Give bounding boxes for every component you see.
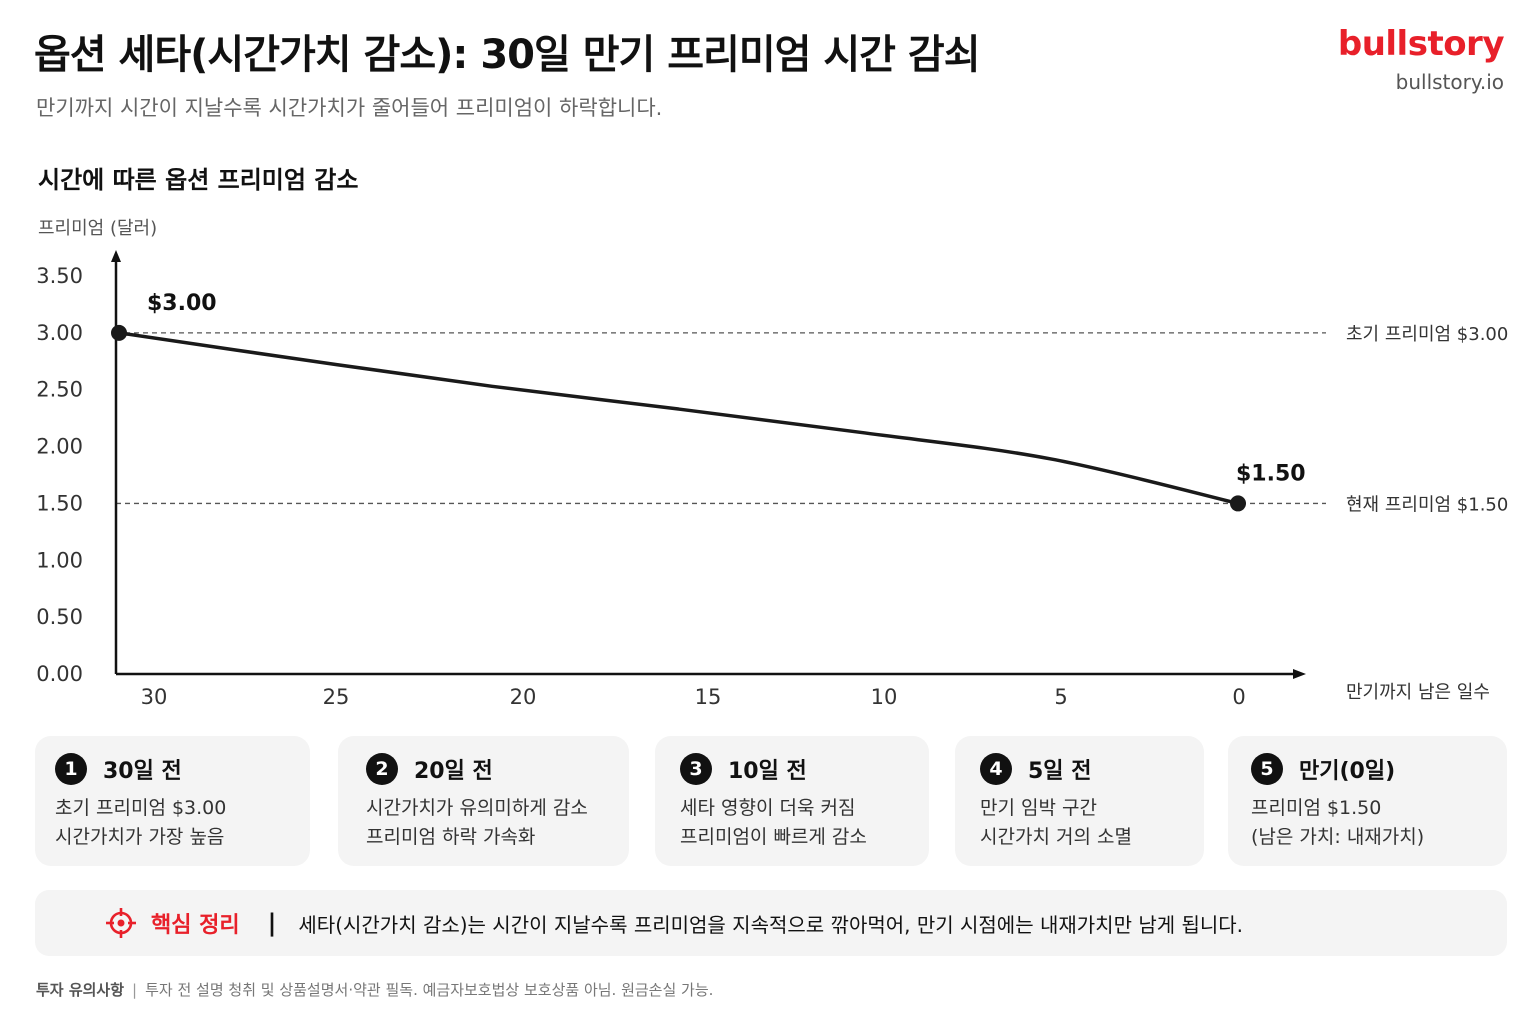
timeline-card: 2 20일 전 시간가치가 유의미하게 감소 프리미엄 하락 가속화 <box>338 736 629 866</box>
card-title: 10일 전 <box>728 759 807 784</box>
x-tick-label: 20 <box>510 685 537 709</box>
x-tick-label: 10 <box>871 685 898 709</box>
x-tick-labels: 30 25 20 15 10 5 0 만기까지 남은 일수 <box>141 682 1490 709</box>
timeline-card: 1 30일 전 초기 프리미엄 $3.00 시간가치가 가장 높음 <box>35 736 310 866</box>
data-label: $3.00 <box>147 291 217 316</box>
chart-annotations: $3.00 $1.50 <box>147 291 1306 487</box>
y-tick-label: 0.50 <box>36 605 83 629</box>
card-title: 30일 전 <box>103 759 182 784</box>
page-subtitle: 만기까지 시간이 지날수록 시간가치가 줄어들어 프리미엄이 하락합니다. <box>36 96 663 120</box>
step-number-badge: 3 <box>680 753 712 785</box>
x-tick-label: 25 <box>323 685 350 709</box>
y-tick-label: 2.50 <box>36 378 83 402</box>
y-tick-label: 1.50 <box>36 491 83 515</box>
premium-decay-chart: 초기 프리미엄 $3.00 현재 프리미엄 $1.50 0.00 0.50 1.00 1… <box>36 250 1508 709</box>
page-title: 옵션 세타(시간가치 감소): 30일 만기 프리미엄 시간 감쇠 <box>34 32 981 78</box>
card-line: (남은 가치: 내재가치) <box>1251 826 1425 848</box>
card-line: 시간가치 거의 소멸 <box>980 826 1132 848</box>
step-number-badge: 1 <box>55 753 87 785</box>
y-tick-labels: 0.00 0.50 1.00 1.50 2.00 2.50 3.00 3.50 <box>36 264 83 686</box>
disclaimer-label: 투자 유의사항 <box>36 981 125 999</box>
disclaimer-separator: | <box>132 981 138 999</box>
summary-label: 핵심 정리 <box>151 913 240 938</box>
premium-series-line <box>117 331 1240 506</box>
x-tick-label: 0 <box>1232 685 1245 709</box>
x-tick-label: 5 <box>1054 685 1067 709</box>
y-tick-label: 2.00 <box>36 435 83 459</box>
brand-logo: bullstory <box>1337 24 1505 64</box>
x-axis-arrow <box>1293 669 1306 679</box>
card-line: 프리미엄 $1.50 <box>1251 797 1382 819</box>
card-line: 세타 영향이 더욱 커짐 <box>680 797 856 819</box>
summary-text: 세타(시간가치 감소)는 시간이 지날수록 프리미엄을 지속적으로 깎아먹어, … <box>298 912 1244 937</box>
card-line: 만기 임박 구간 <box>980 797 1097 819</box>
reference-lines: 초기 프리미엄 $3.00 현재 프리미엄 $1.50 <box>116 324 1508 515</box>
endpoint-markers <box>111 324 1246 512</box>
card-line: 초기 프리미엄 $3.00 <box>55 797 227 819</box>
card-line: 프리미엄이 빠르게 감소 <box>680 826 867 848</box>
timeline-card: 3 10일 전 세타 영향이 더욱 커짐 프리미엄이 빠르게 감소 <box>655 736 929 866</box>
card-title: 20일 전 <box>414 759 493 784</box>
reference-line-label: 초기 프리미엄 $3.00 <box>1346 324 1508 345</box>
x-tick-label: 15 <box>695 685 722 709</box>
y-tick-label: 3.50 <box>36 264 83 288</box>
endpoint-marker <box>1230 495 1246 512</box>
disclaimer-footer: 투자 유의사항 | 투자 전 설명 청취 및 상품설명서·약관 필독. 예금자보호법… <box>36 979 713 1000</box>
endpoint-marker <box>111 324 127 341</box>
data-label: $1.50 <box>1236 461 1306 486</box>
card-title: 5일 전 <box>1028 759 1092 784</box>
x-tick-label: 30 <box>141 685 168 709</box>
summary-separator: | <box>267 909 277 937</box>
y-tick-label: 0.00 <box>36 662 83 686</box>
card-title: 만기(0일) <box>1299 759 1396 784</box>
chart-axes <box>111 250 1306 679</box>
timeline-card: 5 만기(0일) 프리미엄 $1.50 (남은 가치: 내재가치) <box>1228 736 1507 866</box>
brand-block: bullstory bullstory.io <box>1337 24 1505 94</box>
chart-title: 시간에 따른 옵션 프리미엄 감소 <box>38 166 359 194</box>
y-tick-label: 1.00 <box>36 548 83 572</box>
y-tick-label: 3.00 <box>36 321 83 345</box>
step-number-badge: 4 <box>980 753 1012 785</box>
brand-url: bullstory.io <box>1395 70 1504 94</box>
y-axis-arrow <box>111 250 121 262</box>
y-axis-label: 프리미엄 (달러) <box>38 218 158 239</box>
summary-box: 핵심 정리 | 세타(시간가치 감소)는 시간이 지날수록 프리미엄을 지속적으… <box>35 890 1507 956</box>
step-number-badge: 2 <box>366 753 398 785</box>
target-icon <box>106 908 136 938</box>
card-line: 시간가치가 유의미하게 감소 <box>366 797 588 819</box>
step-number-badge: 5 <box>1251 753 1283 785</box>
timeline-cards: 1 30일 전 초기 프리미엄 $3.00 시간가치가 가장 높음 2 20일 … <box>35 736 1507 866</box>
card-line: 프리미엄 하락 가속화 <box>366 826 536 848</box>
disclaimer-text: 투자 전 설명 청취 및 상품설명서·약관 필독. 예금자보호법상 보호상품 아… <box>145 981 714 999</box>
x-axis-label: 만기까지 남은 일수 <box>1346 682 1490 703</box>
reference-line-label: 현재 프리미엄 $1.50 <box>1346 494 1508 515</box>
timeline-card: 4 5일 전 만기 임박 구간 시간가치 거의 소멸 <box>955 736 1204 866</box>
card-line: 시간가치가 가장 높음 <box>55 826 225 848</box>
